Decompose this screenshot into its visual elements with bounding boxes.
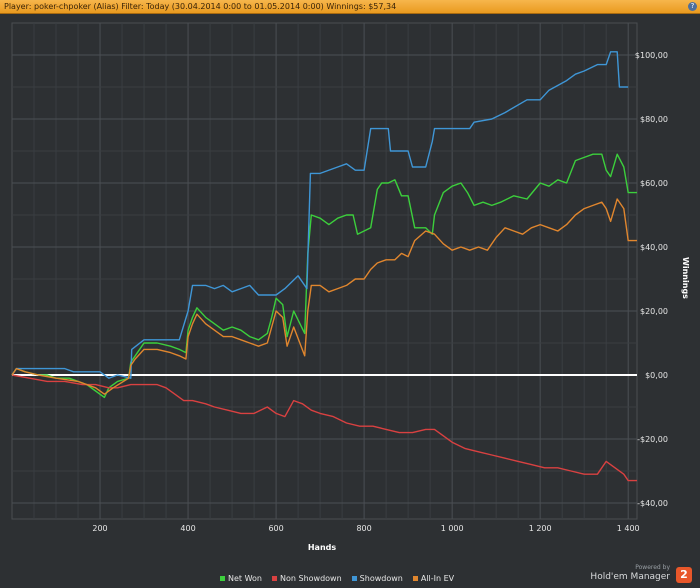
y-tick-label: $80,00 bbox=[640, 115, 668, 124]
brand-name: Hold'em Manager bbox=[590, 572, 670, 582]
y-tick-label: -$20,00 bbox=[637, 435, 668, 444]
x-tick-label: 1 400 bbox=[617, 524, 640, 533]
x-axis-label: Hands bbox=[308, 543, 337, 552]
legend-item[interactable]: Non Showdown bbox=[272, 572, 342, 584]
x-tick-labels: 200 400 600 800 1 000 1 200 1 400 bbox=[92, 524, 639, 533]
y-tick-label: $0,00 bbox=[645, 371, 668, 380]
legend-swatch bbox=[412, 575, 418, 581]
chart-legend: Net Won Non Showdown Showdown All-In EV bbox=[220, 572, 454, 584]
y-tick-label: $20,00 bbox=[640, 307, 668, 316]
legend-item[interactable]: All-In EV bbox=[412, 572, 455, 584]
y-tick-label: $100,00 bbox=[635, 51, 668, 60]
series-line-non-showdown bbox=[11, 374, 637, 482]
brand-logo-icon: 2 bbox=[676, 567, 692, 583]
y-tick-label: -$40,00 bbox=[637, 499, 668, 508]
x-tick-label: 200 bbox=[92, 524, 107, 533]
legend-swatch bbox=[351, 575, 357, 581]
branding: Powered by Hold'em Manager 2 bbox=[572, 564, 692, 586]
help-icon[interactable]: ? bbox=[688, 2, 697, 11]
legend-label: All-In EV bbox=[420, 573, 455, 583]
legend-label: Non Showdown bbox=[280, 573, 342, 583]
y-axis-label: Winnings bbox=[681, 257, 690, 299]
series-line-all-in-ev bbox=[11, 198, 637, 395]
powered-by-text: Powered by bbox=[635, 564, 670, 571]
legend-item[interactable]: Showdown bbox=[351, 572, 403, 584]
legend-swatch bbox=[272, 575, 277, 581]
plot-area bbox=[11, 22, 638, 520]
x-tick-label: 400 bbox=[180, 524, 195, 533]
legend-label: Net Won bbox=[228, 573, 262, 583]
chart-series bbox=[11, 51, 637, 482]
x-tick-label: 800 bbox=[356, 524, 371, 533]
y-tick-label: $40,00 bbox=[640, 243, 668, 252]
x-tick-label: 1 000 bbox=[441, 524, 464, 533]
x-tick-label: 1 200 bbox=[529, 524, 552, 533]
header-title: Player: poker-chpoker (Alias) Filter: To… bbox=[4, 2, 397, 11]
y-tick-labels: $100,00 $80,00 $60,00 $40,00 $20,00 $0,00 -$20… bbox=[635, 51, 668, 508]
legend-swatch bbox=[220, 575, 225, 581]
header-bar: Player: poker-chpoker (Alias) Filter: To… bbox=[0, 0, 700, 14]
y-tick-label: $60,00 bbox=[640, 179, 668, 188]
legend-label: Showdown bbox=[359, 573, 403, 583]
x-tick-label: 600 bbox=[268, 524, 283, 533]
legend-item[interactable]: Net Won bbox=[220, 572, 262, 584]
chart-grid bbox=[11, 22, 638, 520]
series-line-showdown bbox=[11, 51, 629, 379]
